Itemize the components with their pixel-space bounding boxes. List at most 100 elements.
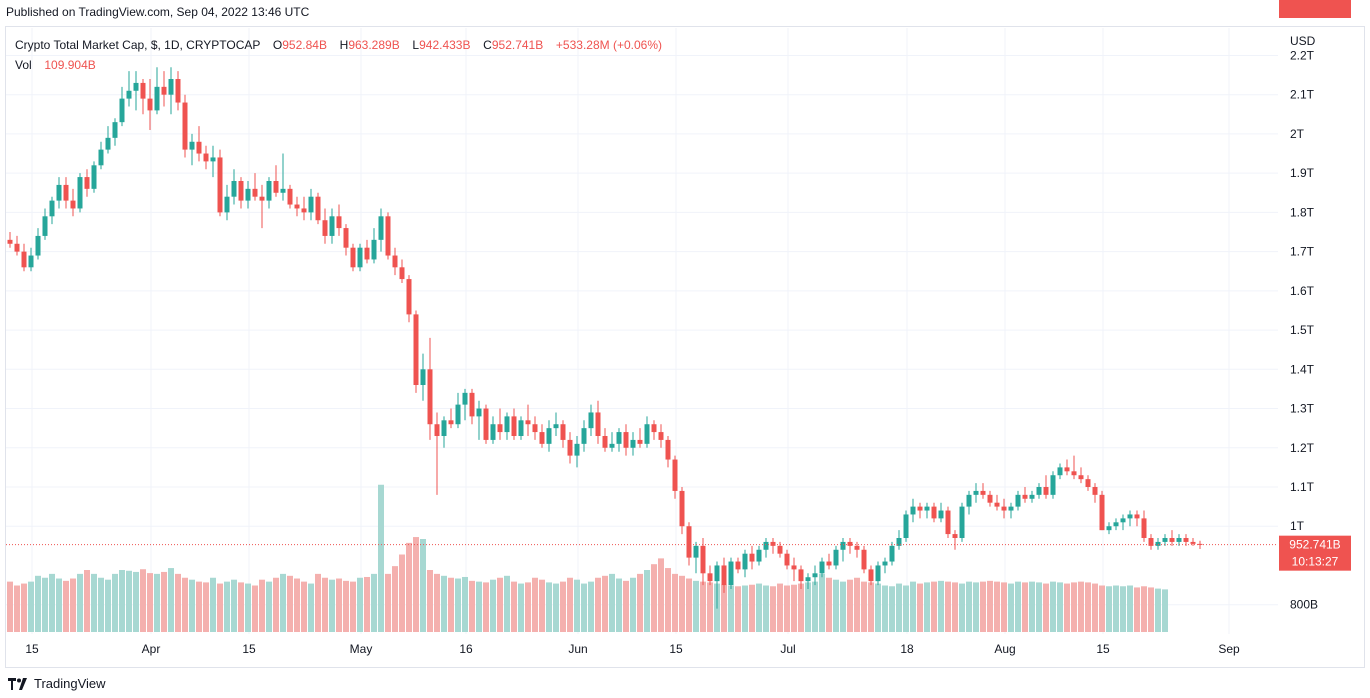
- volume-bar: [462, 576, 468, 632]
- candle-body: [567, 439, 573, 456]
- volume-bar: [203, 582, 209, 632]
- y-tick-label: 1.5T: [1290, 323, 1315, 337]
- y-tick-label: 2.2T: [1290, 48, 1315, 62]
- candle-body: [357, 247, 363, 268]
- published-caption: Published on TradingView.com, Sep 04, 20…: [6, 5, 310, 19]
- volume-bar: [1113, 585, 1119, 632]
- candle-body: [980, 490, 986, 495]
- candle-body: [420, 369, 426, 385]
- candle-body: [42, 216, 48, 236]
- candle-body: [1036, 487, 1042, 495]
- candle-body: [987, 494, 993, 503]
- candle-body: [707, 573, 713, 582]
- volume-bar: [882, 585, 888, 632]
- candle-body: [945, 510, 951, 535]
- x-tick-label: Jul: [780, 642, 795, 656]
- volume-bar: [707, 582, 713, 632]
- volume-bar: [28, 581, 34, 632]
- candle-body: [714, 565, 720, 582]
- candle-body: [693, 545, 699, 558]
- candle-body: [77, 177, 83, 209]
- candle-body: [595, 412, 601, 436]
- brand-name: TradingView: [34, 676, 106, 691]
- candle-body: [742, 553, 748, 570]
- last-price-label: 952.741B: [1289, 538, 1340, 552]
- volume-bar: [966, 581, 972, 632]
- volume-bar: [434, 573, 440, 632]
- volume-bar: [455, 578, 461, 632]
- volume-bar: [938, 580, 944, 632]
- volume-bar: [161, 571, 167, 632]
- candle-body: [924, 506, 930, 511]
- volume-bar: [266, 581, 272, 632]
- volume-bar: [392, 566, 398, 632]
- volume-bar: [91, 573, 97, 632]
- candle-body: [266, 181, 272, 201]
- volume-bar: [469, 580, 475, 632]
- close-label: C: [483, 38, 492, 52]
- candle-body: [217, 157, 223, 213]
- volume-bar: [154, 573, 160, 632]
- volume-bar: [854, 577, 860, 632]
- candle-body: [952, 534, 958, 538]
- candle-body: [21, 251, 27, 268]
- candle-body: [1099, 494, 1105, 531]
- tradingview-logo[interactable]: TradingView: [8, 676, 106, 691]
- candle-body: [329, 216, 335, 236]
- candle-body: [903, 514, 909, 538]
- candle-body: [784, 553, 790, 566]
- candle-body: [623, 432, 629, 448]
- volume-bar: [7, 581, 13, 632]
- volume-bar: [490, 579, 496, 632]
- chart-frame: [5, 26, 1365, 668]
- high-value: 963.289B: [348, 38, 400, 52]
- candle-body: [966, 494, 972, 507]
- volume-bar: [518, 583, 524, 632]
- candle-body: [1176, 538, 1182, 542]
- symbol-description: Crypto Total Market Cap, $, 1D, CRYPTOCA…: [15, 38, 261, 52]
- volume-bar: [112, 573, 118, 632]
- volume-bar: [973, 582, 979, 632]
- open-value: 952.84B: [282, 38, 327, 52]
- y-tick-label: 2T: [1290, 127, 1305, 141]
- candle-body: [700, 545, 706, 574]
- volume-bar: [1106, 586, 1112, 632]
- candle-body: [1169, 538, 1175, 542]
- candle-body: [1015, 494, 1021, 507]
- y-tick-label: 1T: [1290, 519, 1305, 533]
- x-tick-label: Sep: [1218, 642, 1240, 656]
- volume-bar: [602, 575, 608, 632]
- candle-body: [910, 506, 916, 515]
- candle-body: [728, 561, 734, 586]
- candle-body: [763, 541, 769, 550]
- candle-body: [749, 553, 755, 562]
- volume-bar: [546, 582, 552, 632]
- close-value: 952.741B: [491, 38, 544, 52]
- volume-bar: [210, 577, 216, 632]
- candle-body: [63, 184, 69, 201]
- last-volume-badge: [1279, 0, 1351, 18]
- candle-body: [483, 408, 489, 440]
- volume-bar: [315, 573, 321, 632]
- volume-bar: [539, 579, 545, 632]
- y-tick-label: 1.7T: [1290, 245, 1315, 259]
- volume-bar: [700, 581, 706, 632]
- candle-body: [574, 443, 580, 456]
- x-tick-label: 18: [900, 642, 914, 656]
- volume-bar: [385, 573, 391, 632]
- volume-bar: [168, 568, 174, 632]
- volume-bar: [847, 579, 853, 632]
- candle-body: [798, 569, 804, 582]
- x-tick-label: 15: [242, 642, 256, 656]
- volume-bar: [756, 583, 762, 632]
- volume-bar: [280, 573, 286, 632]
- candle-body: [658, 432, 664, 440]
- volume-bar: [483, 582, 489, 632]
- volume-bar: [623, 580, 629, 632]
- volume-bar: [791, 584, 797, 632]
- x-tick-label: Aug: [994, 642, 1015, 656]
- candle-body: [938, 510, 944, 519]
- volume-bar: [105, 579, 111, 632]
- volume-bar: [693, 580, 699, 632]
